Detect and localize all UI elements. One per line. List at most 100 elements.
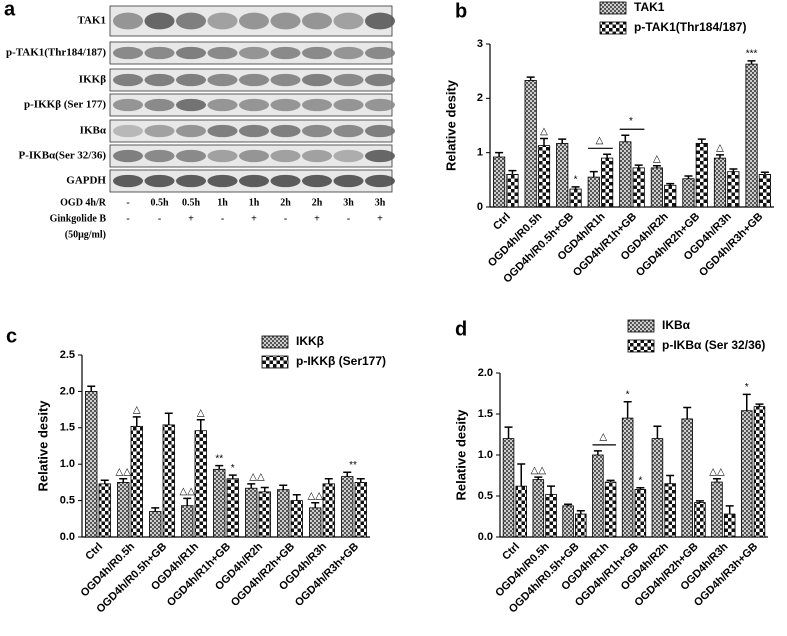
bar (341, 476, 354, 538)
error-bar (697, 138, 706, 144)
blot-band (270, 73, 301, 87)
blot-band (176, 149, 206, 163)
condition-value: + (251, 213, 257, 224)
blot-band (207, 174, 238, 188)
condition-value: - (126, 213, 129, 224)
y-tick-label: 1.0 (478, 449, 493, 461)
blot-band (333, 124, 364, 138)
bar (245, 487, 258, 538)
error-bar (356, 478, 365, 483)
error-bar (508, 169, 517, 175)
blot-band (239, 124, 269, 138)
error-bar (247, 483, 256, 489)
blot-band (270, 174, 301, 188)
annotation: * (626, 389, 630, 400)
bar (545, 493, 557, 538)
blot-band (333, 149, 364, 163)
annotation: * (745, 382, 749, 393)
error-bar (558, 138, 567, 144)
y-tick-label: 2.5 (60, 349, 75, 361)
blot-band (333, 46, 364, 60)
legend-swatch (627, 319, 655, 333)
condition-value: 0.5h (150, 197, 169, 208)
annotation: * (574, 175, 578, 186)
blot-band (302, 12, 332, 30)
blot-band (302, 149, 332, 163)
bar (290, 500, 303, 538)
bar (694, 502, 706, 538)
blot-band (113, 98, 143, 112)
blot-band (333, 73, 364, 87)
bar (723, 513, 736, 538)
condition-value: - (126, 197, 129, 208)
error-bar (151, 507, 160, 512)
bar (524, 80, 537, 208)
bar (621, 417, 634, 538)
panel-label: d (455, 318, 467, 340)
blot-band (270, 149, 301, 163)
blot-band (270, 12, 301, 30)
y-tick-label: 1 (477, 147, 483, 159)
error-bar (606, 479, 615, 483)
blot-row-label: p-TAK1(Thr184/187) (6, 47, 106, 59)
blot-band (144, 12, 175, 30)
bar (587, 176, 600, 208)
blot-band (144, 124, 175, 138)
blot-band (302, 174, 332, 188)
bar (664, 184, 677, 208)
blot-band (239, 149, 269, 163)
y-tick-label: 0.0 (60, 531, 75, 543)
bar (695, 143, 708, 208)
condition-label: OGD 4h/R (60, 197, 107, 208)
blot-row-label: TAK1 (77, 15, 106, 27)
condition-label: Ginkgolide B (50, 213, 107, 224)
error-bar (87, 385, 96, 392)
annotation: △ (599, 432, 607, 443)
bar (213, 468, 226, 538)
bar (592, 454, 604, 538)
annotation: △△ (116, 466, 132, 477)
error-bar (760, 171, 769, 175)
error-bar (634, 164, 643, 168)
legend-swatch (599, 1, 627, 15)
bar (149, 511, 162, 538)
bar (634, 489, 647, 538)
condition-value: - (158, 213, 161, 224)
panel-label: b (455, 0, 467, 22)
blot-band (239, 98, 269, 112)
annotation: △ (716, 142, 724, 153)
error-bar (228, 474, 237, 479)
legend-label: TAK1 (634, 0, 665, 14)
y-tick-label: 1.5 (60, 422, 75, 434)
y-axis-label: Relative desity (443, 79, 458, 171)
error-bar (517, 463, 526, 487)
y-tick-label: 1.5 (478, 408, 493, 420)
blot-band (333, 174, 364, 188)
blot-band (365, 98, 395, 112)
error-bar (576, 510, 585, 515)
blot-band (113, 174, 143, 188)
condition-value: + (377, 213, 383, 224)
blot-band (144, 98, 175, 112)
condition-value: - (221, 213, 224, 224)
bar (753, 406, 766, 538)
error-bar (534, 476, 543, 480)
blot-band (302, 124, 332, 138)
condition-value: 2h (280, 197, 291, 208)
annotation: △ (596, 135, 604, 146)
blot-band (176, 46, 206, 60)
blot-band (113, 12, 143, 30)
bar (277, 489, 290, 538)
bar (632, 167, 645, 208)
bar (727, 171, 740, 208)
y-tick-label: 0 (477, 201, 483, 213)
bar (98, 483, 111, 538)
error-bar (755, 403, 764, 407)
annotation: △△ (308, 490, 324, 501)
annotation: △ (653, 153, 661, 164)
error-bar (603, 153, 612, 159)
legend-label: IKBα (662, 318, 691, 332)
error-bar (564, 503, 573, 506)
